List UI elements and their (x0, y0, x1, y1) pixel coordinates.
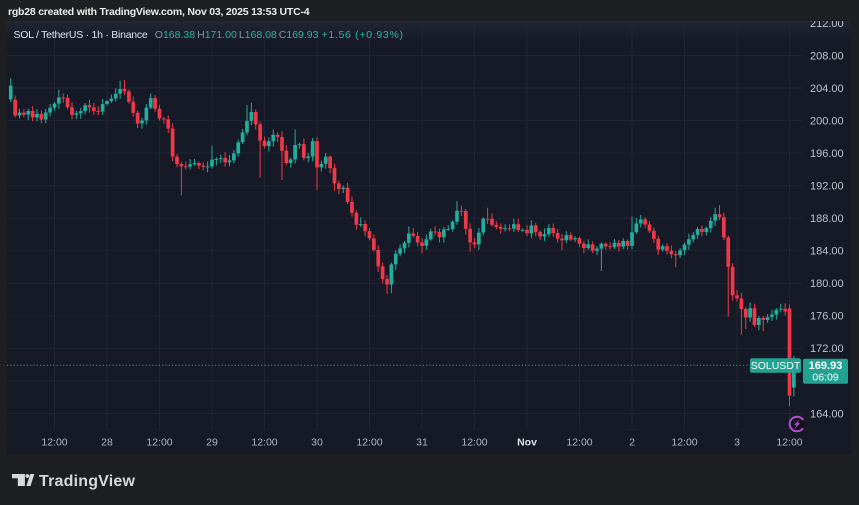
svg-text:28: 28 (101, 437, 113, 449)
svg-text:SOLUSDT: SOLUSDT (751, 360, 801, 372)
svg-text:31: 31 (416, 437, 428, 449)
svg-text:2: 2 (629, 437, 635, 449)
svg-text:06:09: 06:09 (812, 372, 838, 384)
svg-text:12:00: 12:00 (566, 437, 592, 449)
svg-text:29: 29 (206, 437, 218, 449)
svg-text:12:00: 12:00 (671, 437, 697, 449)
svg-text:188.00: 188.00 (810, 213, 844, 225)
svg-text:200.00: 200.00 (810, 115, 844, 127)
svg-text:3: 3 (734, 437, 740, 449)
svg-text:12:00: 12:00 (41, 437, 67, 449)
svg-text:12:00: 12:00 (251, 437, 277, 449)
svg-text:212.00: 212.00 (810, 21, 844, 30)
svg-text:196.00: 196.00 (810, 148, 844, 160)
svg-text:208.00: 208.00 (810, 50, 844, 62)
svg-text:164.00: 164.00 (810, 408, 844, 420)
svg-text:180.00: 180.00 (810, 278, 844, 290)
svg-text:172.00: 172.00 (810, 343, 844, 355)
svg-text:12:00: 12:00 (146, 437, 172, 449)
svg-text:12:00: 12:00 (776, 437, 802, 449)
svg-text:184.00: 184.00 (810, 246, 844, 258)
svg-text:12:00: 12:00 (461, 437, 487, 449)
svg-text:169.93: 169.93 (809, 360, 843, 372)
svg-text:Nov: Nov (517, 437, 537, 449)
svg-text:176.00: 176.00 (810, 311, 844, 323)
svg-text:192.00: 192.00 (810, 181, 844, 193)
svg-text:12:00: 12:00 (356, 437, 382, 449)
svg-text:30: 30 (311, 437, 323, 449)
svg-text:204.00: 204.00 (810, 83, 844, 95)
